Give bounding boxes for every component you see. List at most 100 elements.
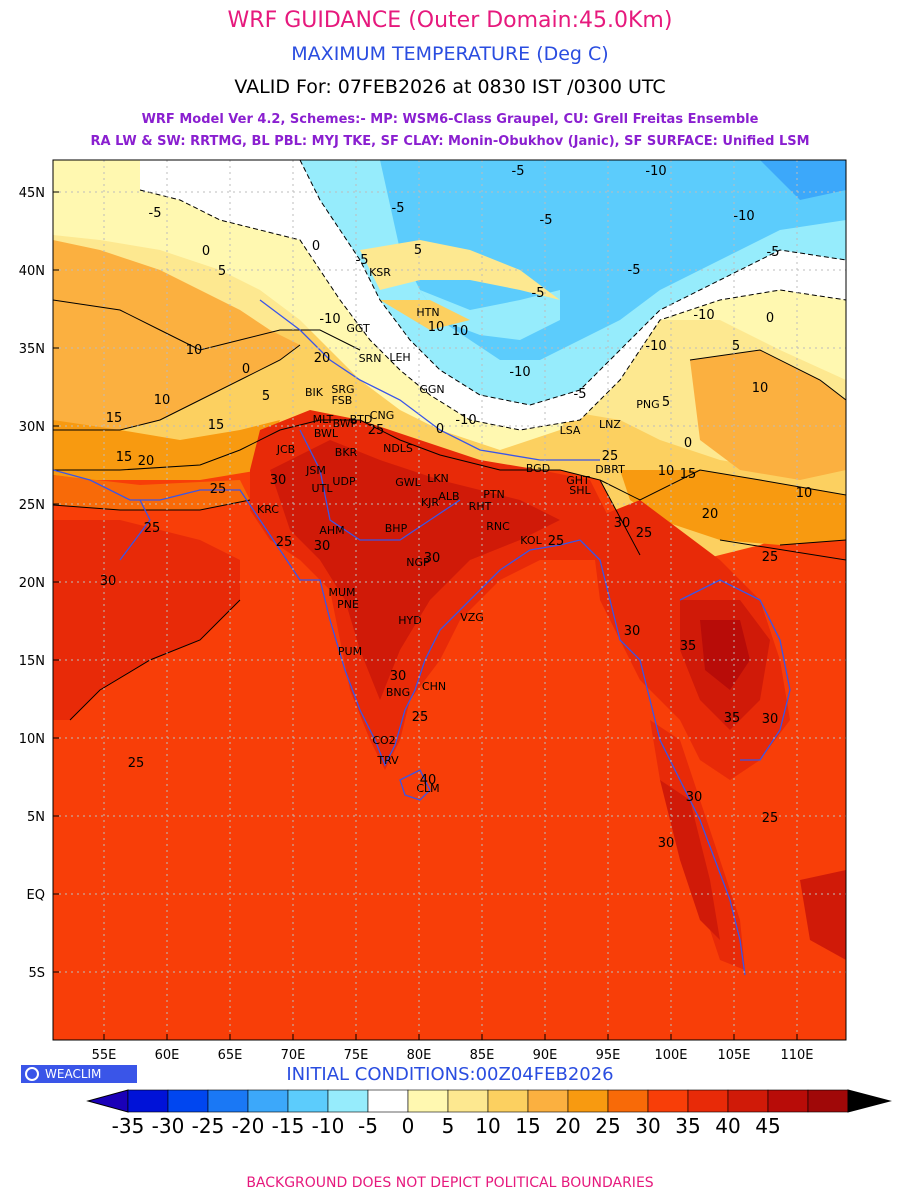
contour-label: 30: [314, 539, 331, 554]
station-label: GGT: [346, 322, 370, 335]
contour-label: 25: [276, 535, 293, 550]
contour-label: 10: [658, 464, 675, 479]
contour-label: -5: [540, 213, 553, 228]
station-label: BGD: [526, 462, 550, 475]
contour-label: 30: [624, 624, 641, 639]
station-label: HTN: [416, 306, 439, 319]
latitude-labels: 45N 40N 35N 30N 25N 20N 15N 10N 5N EQ 5S: [19, 186, 45, 981]
station-label: SRG: [331, 383, 354, 396]
model-schemes-line-2: RA LW & SW: RRTMG, BL PBL: MYJ TKE, SF C…: [90, 134, 810, 149]
lon-label: 60E: [155, 1048, 180, 1063]
station-label: NGP: [406, 556, 430, 569]
longitude-labels: 55E 60E 65E 70E 75E 80E 85E 90E 95E 100E…: [92, 1048, 814, 1063]
station-label: KRC: [257, 503, 279, 516]
coastlines: [53, 299, 791, 976]
station-label: BHP: [385, 522, 408, 535]
lat-label: 30N: [19, 420, 45, 435]
contour-label: 15: [116, 450, 133, 465]
contour-label: -10: [645, 164, 666, 179]
contour-label: -10: [455, 413, 476, 428]
colorbar-tick-label: 35: [675, 1114, 700, 1138]
contour-label: 5: [662, 395, 670, 410]
contour-label: 25: [412, 710, 429, 725]
colorbar-cell: [487, 1089, 529, 1113]
colorbar-labels: -35 -30 -25 -20 -15 -10 -5 0 5 10 15 20 25 30 35 40 45: [112, 1114, 781, 1138]
colorbar-cell: [687, 1089, 729, 1113]
lon-label: 100E: [654, 1048, 687, 1063]
colorbar-tick-label: -35: [112, 1114, 145, 1138]
contour-label: 30: [686, 790, 703, 805]
contour-label: -5: [392, 201, 405, 216]
contour-label: 0: [312, 239, 320, 254]
colorbar-cell: [367, 1089, 409, 1113]
station-label: PNE: [337, 598, 359, 611]
colorbar-tick-label: 20: [555, 1114, 580, 1138]
contour-label: -5: [532, 286, 545, 301]
station-label: PTN: [483, 488, 505, 501]
contour-label: -5: [149, 206, 162, 221]
station-label: NDLS: [383, 442, 413, 455]
colorbar-cell: [167, 1089, 209, 1113]
station-label: CNG: [370, 409, 394, 422]
station-label: CHN: [422, 680, 446, 693]
colorbar-tick-label: 5: [442, 1114, 455, 1138]
contour-label: 40: [420, 773, 437, 788]
colorbar-tick-label: -25: [192, 1114, 225, 1138]
colorbar-tick-label: 25: [595, 1114, 620, 1138]
station-label: CO2: [372, 734, 395, 747]
colorbar-tick-label: 45: [755, 1114, 780, 1138]
colorbar-cells: [86, 1089, 892, 1113]
contour-label: 20: [138, 454, 155, 469]
lon-label: 55E: [92, 1048, 117, 1063]
station-label: CLM: [416, 782, 439, 795]
station-label: KSR: [369, 266, 391, 279]
colorbar-cell: [327, 1089, 369, 1113]
contour-label: 15: [680, 467, 697, 482]
lat-label: 40N: [19, 264, 45, 279]
station-label: KOL: [520, 534, 542, 547]
lon-label: 105E: [717, 1048, 750, 1063]
colorbar-cell: [567, 1089, 609, 1113]
colorbar-tick-label: -20: [232, 1114, 265, 1138]
station-label: BNG: [386, 686, 410, 699]
contour-label: 0: [766, 311, 774, 326]
colorbar-tick-label: -5: [358, 1114, 378, 1138]
map-frame: [52, 159, 847, 1041]
contour-label: -5: [356, 253, 369, 268]
footer-disclaimer: BACKGROUND DOES NOT DEPICT POLITICAL BOU…: [246, 1175, 654, 1191]
contour-label: 25: [762, 550, 779, 565]
axis-ticks: [53, 191, 798, 1040]
colorbar-tick-label: 15: [515, 1114, 540, 1138]
contour-label: 5: [262, 389, 270, 404]
contour-label: 10: [428, 320, 445, 335]
station-label: LSA: [560, 424, 581, 437]
lon-label: 65E: [218, 1048, 243, 1063]
station-label: KJR: [421, 496, 439, 509]
colorbar-cell: [767, 1089, 809, 1113]
contour-label: 25: [144, 521, 161, 536]
contour-label: -10: [645, 339, 666, 354]
station-label: VZG: [460, 611, 484, 624]
colorbar-min-arrow: [86, 1089, 129, 1113]
title-valid-time: VALID For: 07FEB2026 at 0830 IST /0300 U…: [234, 76, 666, 98]
weaclim-logo: WEACLIM: [21, 1065, 137, 1083]
station-label: PNG: [636, 398, 659, 411]
contour-label: 0: [242, 362, 250, 377]
colorbar-cell: [607, 1089, 649, 1113]
lat-label: 20N: [19, 576, 45, 591]
station-label: LNZ: [599, 418, 621, 431]
contour-label: -5: [767, 245, 780, 260]
contour-label: -5: [628, 263, 641, 278]
contour-label: 5: [414, 243, 422, 258]
colorbar-cell: [207, 1089, 249, 1113]
lon-label: 70E: [281, 1048, 306, 1063]
station-label: SHL: [569, 484, 591, 497]
negative-contours: [139, 160, 846, 431]
contour-label: 25: [602, 449, 619, 464]
contour-label: 10: [796, 486, 813, 501]
station-label: BTD: [350, 413, 373, 426]
colorbar-tick-label: 0: [402, 1114, 415, 1138]
contour-label: 25: [762, 811, 779, 826]
colorbar-cell: [807, 1089, 849, 1113]
